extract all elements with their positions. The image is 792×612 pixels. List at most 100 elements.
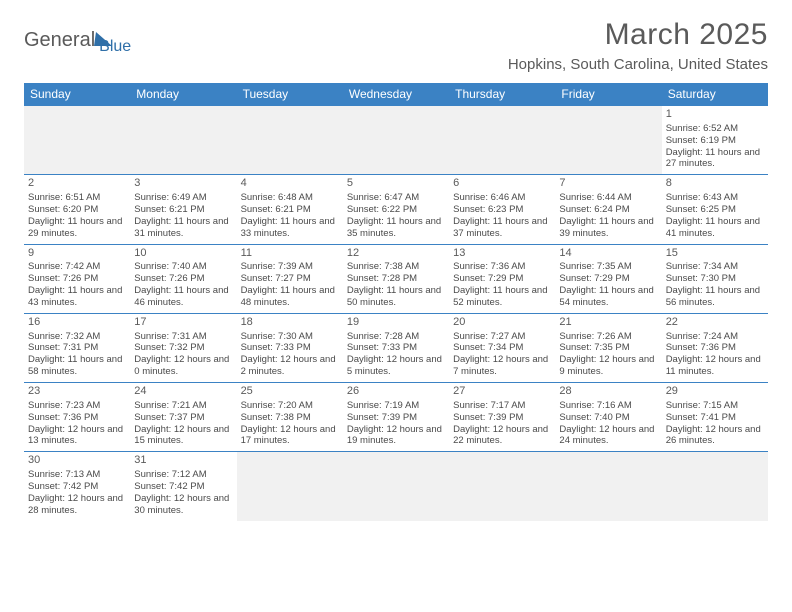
day-cell: 18Sunrise: 7:30 AMSunset: 7:33 PMDayligh… — [237, 314, 343, 382]
daylight-line: Daylight: 11 hours and 29 minutes. — [28, 216, 126, 240]
daylight-line: Daylight: 11 hours and 37 minutes. — [453, 216, 551, 240]
page-title: March 2025 — [508, 18, 768, 52]
sunrise-line: Sunrise: 7:30 AM — [241, 331, 339, 343]
week-row: 23Sunrise: 7:23 AMSunset: 7:36 PMDayligh… — [24, 383, 768, 452]
sunset-line: Sunset: 7:26 PM — [134, 273, 232, 285]
dow-header: SundayMondayTuesdayWednesdayThursdayFrid… — [24, 83, 768, 106]
day-number: 21 — [559, 316, 657, 330]
daylight-line: Daylight: 12 hours and 11 minutes. — [666, 354, 764, 378]
sunrise-line: Sunrise: 7:27 AM — [453, 331, 551, 343]
sunset-line: Sunset: 7:34 PM — [453, 342, 551, 354]
day-number: 24 — [134, 385, 232, 399]
day-cell: 20Sunrise: 7:27 AMSunset: 7:34 PMDayligh… — [449, 314, 555, 382]
sunrise-line: Sunrise: 6:47 AM — [347, 192, 445, 204]
sunrise-line: Sunrise: 7:34 AM — [666, 261, 764, 273]
day-cell: 26Sunrise: 7:19 AMSunset: 7:39 PMDayligh… — [343, 383, 449, 451]
sunrise-line: Sunrise: 7:40 AM — [134, 261, 232, 273]
day-empty — [449, 452, 555, 520]
day-empty — [555, 452, 661, 520]
sunset-line: Sunset: 7:42 PM — [28, 481, 126, 493]
day-number: 10 — [134, 247, 232, 261]
day-empty — [343, 106, 449, 174]
day-cell: 13Sunrise: 7:36 AMSunset: 7:29 PMDayligh… — [449, 245, 555, 313]
sunset-line: Sunset: 7:39 PM — [347, 412, 445, 424]
sunrise-line: Sunrise: 7:39 AM — [241, 261, 339, 273]
daylight-line: Daylight: 12 hours and 22 minutes. — [453, 424, 551, 448]
sunrise-line: Sunrise: 7:21 AM — [134, 400, 232, 412]
day-cell: 15Sunrise: 7:34 AMSunset: 7:30 PMDayligh… — [662, 245, 768, 313]
day-cell: 11Sunrise: 7:39 AMSunset: 7:27 PMDayligh… — [237, 245, 343, 313]
sunset-line: Sunset: 7:33 PM — [347, 342, 445, 354]
sunrise-line: Sunrise: 7:42 AM — [28, 261, 126, 273]
sunset-line: Sunset: 7:38 PM — [241, 412, 339, 424]
sunset-line: Sunset: 6:19 PM — [666, 135, 764, 147]
day-number: 16 — [28, 316, 126, 330]
day-cell: 8Sunrise: 6:43 AMSunset: 6:25 PMDaylight… — [662, 175, 768, 243]
daylight-line: Daylight: 11 hours and 31 minutes. — [134, 216, 232, 240]
sunrise-line: Sunrise: 7:17 AM — [453, 400, 551, 412]
day-number: 22 — [666, 316, 764, 330]
sunset-line: Sunset: 7:41 PM — [666, 412, 764, 424]
day-number: 11 — [241, 247, 339, 261]
sunset-line: Sunset: 7:40 PM — [559, 412, 657, 424]
daylight-line: Daylight: 11 hours and 35 minutes. — [347, 216, 445, 240]
sunset-line: Sunset: 7:36 PM — [28, 412, 126, 424]
daylight-line: Daylight: 12 hours and 24 minutes. — [559, 424, 657, 448]
day-cell: 9Sunrise: 7:42 AMSunset: 7:26 PMDaylight… — [24, 245, 130, 313]
daylight-line: Daylight: 12 hours and 2 minutes. — [241, 354, 339, 378]
sunrise-line: Sunrise: 6:44 AM — [559, 192, 657, 204]
day-number: 7 — [559, 177, 657, 191]
day-number: 26 — [347, 385, 445, 399]
daylight-line: Daylight: 11 hours and 41 minutes. — [666, 216, 764, 240]
week-row: 16Sunrise: 7:32 AMSunset: 7:31 PM Dayligh… — [24, 314, 768, 383]
sail-icon — [94, 32, 114, 46]
sunrise-line: Sunrise: 7:23 AM — [28, 400, 126, 412]
day-empty — [24, 106, 130, 174]
sunrise-line: Sunrise: 7:32 AM — [28, 331, 126, 343]
day-number: 27 — [453, 385, 551, 399]
day-cell: 25Sunrise: 7:20 AMSunset: 7:38 PMDayligh… — [237, 383, 343, 451]
sunrise-line: Sunrise: 7:20 AM — [241, 400, 339, 412]
day-number: 19 — [347, 316, 445, 330]
day-number: 9 — [28, 247, 126, 261]
sunset-line: Sunset: 7:39 PM — [453, 412, 551, 424]
dow-cell: Tuesday — [237, 83, 343, 106]
sunrise-line: Sunrise: 6:48 AM — [241, 192, 339, 204]
day-cell: 6Sunrise: 6:46 AMSunset: 6:23 PMDaylight… — [449, 175, 555, 243]
sunset-line: Sunset: 7:36 PM — [666, 342, 764, 354]
sunrise-line: Sunrise: 6:46 AM — [453, 192, 551, 204]
sunset-line: Sunset: 6:24 PM — [559, 204, 657, 216]
sunset-line: Sunset: 7:42 PM — [134, 481, 232, 493]
day-number: 23 — [28, 385, 126, 399]
day-cell: 29Sunrise: 7:15 AMSunset: 7:41 PMDayligh… — [662, 383, 768, 451]
daylight-line: Daylight: 11 hours and 46 minutes. — [134, 285, 232, 309]
day-cell: 28Sunrise: 7:16 AMSunset: 7:40 PMDayligh… — [555, 383, 661, 451]
dow-cell: Thursday — [449, 83, 555, 106]
sunset-line: Sunset: 6:20 PM — [28, 204, 126, 216]
daylight-line: Daylight: 12 hours and 15 minutes. — [134, 424, 232, 448]
day-cell: 31Sunrise: 7:12 AMSunset: 7:42 PMDayligh… — [130, 452, 236, 520]
sunset-line: Sunset: 7:26 PM — [28, 273, 126, 285]
daylight-line: Daylight: 12 hours and 13 minutes. — [28, 424, 126, 448]
sunrise-line: Sunrise: 7:13 AM — [28, 469, 126, 481]
day-cell: 4Sunrise: 6:48 AMSunset: 6:21 PMDaylight… — [237, 175, 343, 243]
sunrise-line: Sunrise: 6:49 AM — [134, 192, 232, 204]
daylight-line: Daylight: 12 hours and 0 minutes. — [134, 354, 232, 378]
day-number: 15 — [666, 247, 764, 261]
day-number: 12 — [347, 247, 445, 261]
daylight-line: Daylight: 11 hours and 33 minutes. — [241, 216, 339, 240]
sunset-line: Sunset: 6:21 PM — [241, 204, 339, 216]
sunset-line: Sunset: 7:31 PM — [28, 342, 126, 354]
day-cell: 7Sunrise: 6:44 AMSunset: 6:24 PMDaylight… — [555, 175, 661, 243]
calendar: SundayMondayTuesdayWednesdayThursdayFrid… — [24, 83, 768, 521]
day-cell: 3Sunrise: 6:49 AMSunset: 6:21 PMDaylight… — [130, 175, 236, 243]
daylight-line: Daylight: 11 hours and 39 minutes. — [559, 216, 657, 240]
day-cell: 2Sunrise: 6:51 AMSunset: 6:20 PMDaylight… — [24, 175, 130, 243]
sunrise-line: Sunrise: 7:24 AM — [666, 331, 764, 343]
day-cell: 14Sunrise: 7:35 AMSunset: 7:29 PMDayligh… — [555, 245, 661, 313]
daylight-line: Daylight: 12 hours and 26 minutes. — [666, 424, 764, 448]
sunrise-line: Sunrise: 7:31 AM — [134, 331, 232, 343]
dow-cell: Saturday — [662, 83, 768, 106]
sunset-line: Sunset: 7:29 PM — [559, 273, 657, 285]
day-cell: 22Sunrise: 7:24 AMSunset: 7:36 PMDayligh… — [662, 314, 768, 382]
